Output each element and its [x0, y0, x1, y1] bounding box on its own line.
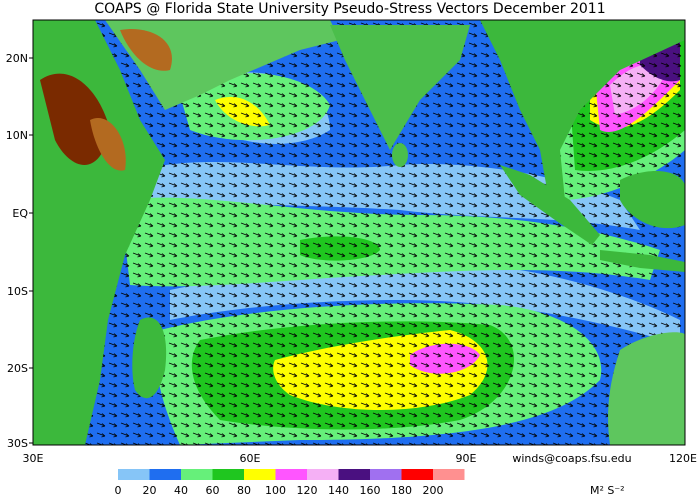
colorbar: 0 20 40 60 80 100 120 140 160 180 200 M² S⁻² [115, 469, 625, 497]
colorbar-label: 20 [143, 484, 157, 497]
lat-label: 20N [6, 52, 28, 65]
colorbar-swatch [307, 469, 339, 480]
lat-axis: 20N 10N EQ 10S 20S 30S [6, 52, 33, 450]
colorbar-swatch [338, 469, 370, 480]
colorbar-swatch [181, 469, 213, 480]
lat-label: 10S [7, 285, 28, 298]
lon-axis: 30E 60E 90E 120E [23, 452, 697, 465]
colorbar-label: 120 [297, 484, 318, 497]
lon-label: 60E [240, 452, 261, 465]
colorbar-label: 0 [115, 484, 122, 497]
title: COAPS @ Florida State University Pseudo-… [94, 1, 605, 17]
map-frame [32, 19, 686, 446]
land [33, 20, 685, 445]
colorbar-swatch [149, 469, 181, 480]
credit: winds@coaps.fsu.edu [512, 452, 631, 465]
lon-label: 120E [669, 452, 697, 465]
lon-label: 30E [23, 452, 44, 465]
lat-label: 10N [6, 129, 28, 142]
lat-label: EQ [12, 207, 28, 220]
colorbar-label: 60 [206, 484, 220, 497]
colorbar-label: 160 [360, 484, 381, 497]
colorbar-swatch [244, 469, 276, 480]
colorbar-label: 180 [391, 484, 412, 497]
map-area [33, 20, 685, 445]
lat-label: 30S [7, 437, 28, 450]
colorbar-swatch [370, 469, 402, 480]
lon-label: 90E [456, 452, 477, 465]
colorbar-label: 40 [174, 484, 188, 497]
lat-label: 20S [7, 362, 28, 375]
colorbar-unit: M² S⁻² [590, 484, 625, 497]
colorbar-label: 200 [423, 484, 444, 497]
colorbar-label: 80 [237, 484, 251, 497]
colorbar-swatch [118, 469, 150, 480]
colorbar-label: 140 [328, 484, 349, 497]
colorbar-swatch [212, 469, 244, 480]
colorbar-label: 100 [265, 484, 286, 497]
colorbar-swatch [433, 469, 465, 480]
colorbar-swatch [275, 469, 307, 480]
colorbar-swatch [401, 469, 433, 480]
